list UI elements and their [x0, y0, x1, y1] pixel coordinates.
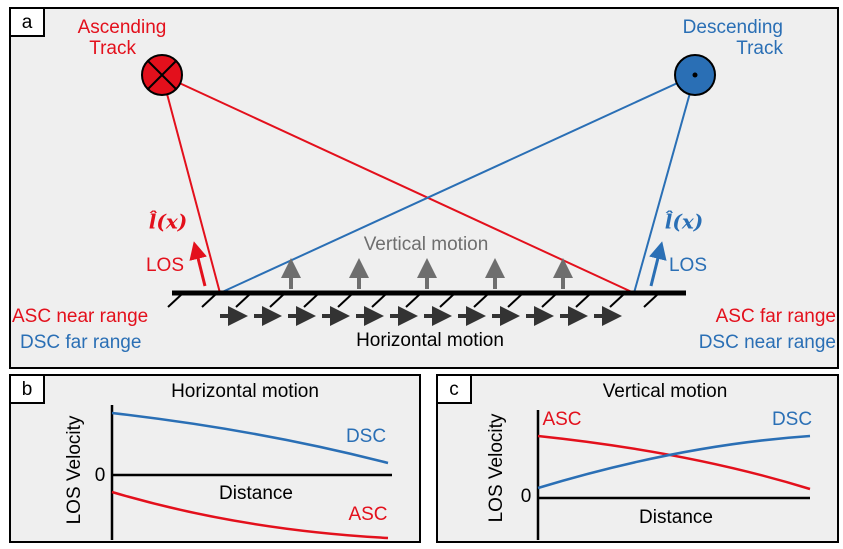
dsc-track: Descending: [683, 17, 783, 38]
y-label: LOS Velocity: [486, 413, 507, 522]
los-symbol: l̂(x): [665, 210, 703, 234]
x-label: Distance: [639, 507, 713, 528]
asc-label: ASC: [542, 409, 581, 430]
dsc-track: Track: [736, 38, 783, 59]
x-label: Distance: [219, 483, 293, 504]
horizontal-motion: Horizontal motion: [356, 330, 504, 351]
range-label: ASC near range: [12, 306, 148, 327]
panel-a: a Ascending Track Descending Track l̂(x)…: [10, 8, 838, 368]
panel-title: Horizontal motion: [171, 381, 319, 402]
panel-label: c: [449, 379, 459, 400]
vertical-motion: Vertical motion: [364, 234, 489, 255]
zero-label: 0: [95, 465, 106, 486]
y-label: LOS Velocity: [64, 415, 85, 524]
panel-title: Vertical motion: [603, 381, 728, 402]
dot: [693, 73, 698, 78]
panel-b: b Horizontal motion 0 LOS Velocity Dista…: [10, 375, 420, 542]
figure: a Ascending Track Descending Track l̂(x)…: [0, 0, 843, 544]
range-label: DSC far range: [20, 332, 141, 353]
los-symbol: l̂(x): [149, 210, 187, 234]
zero-label: 0: [521, 486, 532, 507]
los-label: LOS: [669, 255, 707, 276]
asc-track: Track: [89, 38, 136, 59]
panel-c: c Vertical motion 0 LOS Velocity Distanc…: [437, 375, 838, 542]
dsc-label: DSC: [772, 409, 812, 430]
panel-label: b: [22, 379, 33, 400]
asc-track: Ascending: [78, 17, 167, 38]
los-label: LOS: [146, 255, 184, 276]
range-label: ASC far range: [716, 306, 836, 327]
dsc-label: DSC: [346, 426, 386, 447]
panel-label: a: [22, 12, 33, 33]
range-label: DSC near range: [699, 332, 836, 353]
asc-label: ASC: [348, 504, 387, 525]
